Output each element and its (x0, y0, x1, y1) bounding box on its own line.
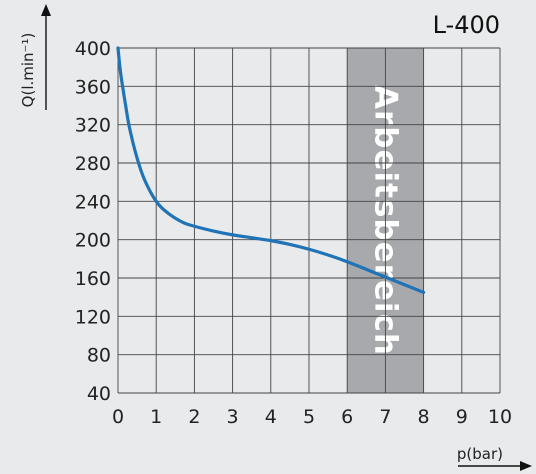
x-tick-label-1: 1 (150, 406, 162, 428)
x-tick-label-6: 6 (341, 406, 353, 428)
y-tick-label-200: 200 (75, 230, 111, 252)
x-tick-label-3: 3 (227, 406, 239, 428)
x-axis-label: p(bar) (457, 445, 503, 463)
x-tick-label-7: 7 (379, 406, 391, 428)
x-axis-arrow-head (520, 461, 532, 471)
chart-title: L-400 (433, 11, 500, 39)
y-tick-label-240: 240 (75, 191, 111, 213)
label-layer: L-400 p(bar) Q(l.min⁻¹) (19, 11, 503, 463)
y-tick-label-360: 360 (75, 76, 111, 98)
x-tick-label-5: 5 (303, 406, 315, 428)
y-tick-label-40: 40 (87, 383, 111, 405)
y-tick-label-160: 160 (75, 268, 111, 290)
x-tick-label-8: 8 (418, 406, 430, 428)
flow-curve-0 (116, 46, 426, 294)
y-tick-label-120: 120 (75, 306, 111, 328)
y-tick-label-400: 400 (75, 38, 111, 60)
y-tick-label-80: 80 (87, 345, 111, 367)
axis-layer: 0 1 2 3 4 5 6 7 8 9 10 40 80 120 160 200 240 280 320 360 400 (41, 4, 532, 471)
x-tick-label-4: 4 (265, 406, 277, 428)
y-tick-label-320: 320 (75, 115, 111, 137)
y-tick-label-280: 280 (75, 153, 111, 175)
x-tick-label-0: 0 (112, 406, 124, 428)
x-tick-label-10: 10 (488, 406, 512, 428)
y-axis-arrow-head (41, 4, 51, 16)
grid-layer (117, 47, 501, 394)
x-tick-label-9: 9 (456, 406, 468, 428)
x-tick-label-2: 2 (188, 406, 200, 428)
y-axis-label: Q(l.min⁻¹) (19, 33, 37, 108)
series-layer (116, 46, 426, 294)
